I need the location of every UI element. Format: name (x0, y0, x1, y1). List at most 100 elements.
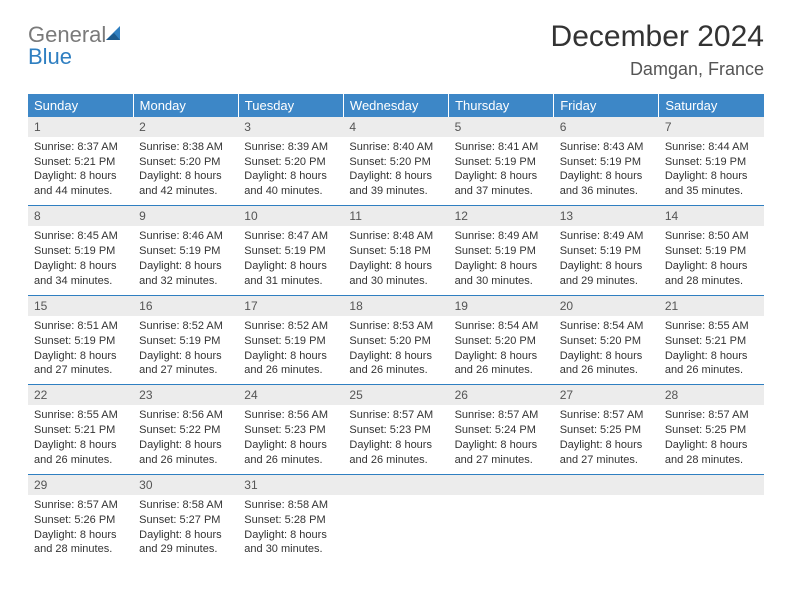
day-content: Sunrise: 8:54 AMSunset: 5:20 PMDaylight:… (554, 316, 659, 384)
calendar-body: 1Sunrise: 8:37 AMSunset: 5:21 PMDaylight… (28, 117, 764, 564)
calendar-page: General Blue December 2024 Damgan, Franc… (0, 0, 792, 583)
day-content: Sunrise: 8:48 AMSunset: 5:18 PMDaylight:… (343, 226, 448, 294)
calendar-week-row: 29Sunrise: 8:57 AMSunset: 5:26 PMDayligh… (28, 474, 764, 563)
daylight-line: Daylight: 8 hours and 32 minutes. (139, 259, 232, 289)
calendar-day-cell: 7Sunrise: 8:44 AMSunset: 5:19 PMDaylight… (659, 117, 764, 206)
day-number: 10 (238, 206, 343, 226)
weekday-header: Thursday (449, 94, 554, 117)
calendar-day-cell: 25Sunrise: 8:57 AMSunset: 5:23 PMDayligh… (343, 385, 448, 475)
sunset-line: Sunset: 5:23 PM (349, 423, 442, 438)
daylight-line: Daylight: 8 hours and 28 minutes. (665, 438, 758, 468)
sunrise-line: Sunrise: 8:54 AM (560, 319, 653, 334)
day-content: Sunrise: 8:47 AMSunset: 5:19 PMDaylight:… (238, 226, 343, 294)
sunset-line: Sunset: 5:19 PM (665, 155, 758, 170)
sunrise-line: Sunrise: 8:50 AM (665, 229, 758, 244)
calendar-day-cell: 19Sunrise: 8:54 AMSunset: 5:20 PMDayligh… (449, 295, 554, 385)
day-number: 26 (449, 385, 554, 405)
day-number: 17 (238, 296, 343, 316)
sunrise-line: Sunrise: 8:44 AM (665, 140, 758, 155)
sunset-line: Sunset: 5:19 PM (244, 334, 337, 349)
daylight-line: Daylight: 8 hours and 40 minutes. (244, 169, 337, 199)
daylight-line: Daylight: 8 hours and 26 minutes. (665, 349, 758, 379)
daylight-line: Daylight: 8 hours and 37 minutes. (455, 169, 548, 199)
sunrise-line: Sunrise: 8:49 AM (455, 229, 548, 244)
daylight-line: Daylight: 8 hours and 27 minutes. (455, 438, 548, 468)
day-number: 23 (133, 385, 238, 405)
day-number: 8 (28, 206, 133, 226)
calendar-day-cell: 11Sunrise: 8:48 AMSunset: 5:18 PMDayligh… (343, 206, 448, 296)
day-content: Sunrise: 8:56 AMSunset: 5:23 PMDaylight:… (238, 405, 343, 473)
calendar-day-cell: 30Sunrise: 8:58 AMSunset: 5:27 PMDayligh… (133, 474, 238, 563)
day-number: 22 (28, 385, 133, 405)
day-content: Sunrise: 8:52 AMSunset: 5:19 PMDaylight:… (238, 316, 343, 384)
day-content: Sunrise: 8:57 AMSunset: 5:25 PMDaylight:… (554, 405, 659, 473)
day-content: Sunrise: 8:50 AMSunset: 5:19 PMDaylight:… (659, 226, 764, 294)
sunset-line: Sunset: 5:27 PM (139, 513, 232, 528)
day-number: 19 (449, 296, 554, 316)
calendar-day-cell: 20Sunrise: 8:54 AMSunset: 5:20 PMDayligh… (554, 295, 659, 385)
sunrise-line: Sunrise: 8:40 AM (349, 140, 442, 155)
daylight-line: Daylight: 8 hours and 27 minutes. (560, 438, 653, 468)
day-number: 29 (28, 475, 133, 495)
calendar-day-cell: 14Sunrise: 8:50 AMSunset: 5:19 PMDayligh… (659, 206, 764, 296)
day-number: 25 (343, 385, 448, 405)
daylight-line: Daylight: 8 hours and 29 minutes. (560, 259, 653, 289)
sunset-line: Sunset: 5:19 PM (34, 334, 127, 349)
day-number: . (343, 475, 448, 495)
calendar-day-cell: 9Sunrise: 8:46 AMSunset: 5:19 PMDaylight… (133, 206, 238, 296)
day-number: 12 (449, 206, 554, 226)
day-content: Sunrise: 8:54 AMSunset: 5:20 PMDaylight:… (449, 316, 554, 384)
day-content: Sunrise: 8:55 AMSunset: 5:21 PMDaylight:… (28, 405, 133, 473)
weekday-header: Tuesday (238, 94, 343, 117)
day-content: Sunrise: 8:38 AMSunset: 5:20 PMDaylight:… (133, 137, 238, 205)
sunrise-line: Sunrise: 8:57 AM (349, 408, 442, 423)
day-content: Sunrise: 8:44 AMSunset: 5:19 PMDaylight:… (659, 137, 764, 205)
calendar-week-row: 15Sunrise: 8:51 AMSunset: 5:19 PMDayligh… (28, 295, 764, 385)
daylight-line: Daylight: 8 hours and 34 minutes. (34, 259, 127, 289)
calendar-day-cell: 27Sunrise: 8:57 AMSunset: 5:25 PMDayligh… (554, 385, 659, 475)
daylight-line: Daylight: 8 hours and 28 minutes. (665, 259, 758, 289)
sunset-line: Sunset: 5:19 PM (560, 244, 653, 259)
day-number: 2 (133, 117, 238, 137)
calendar-day-cell: 26Sunrise: 8:57 AMSunset: 5:24 PMDayligh… (449, 385, 554, 475)
day-number: 15 (28, 296, 133, 316)
sunrise-line: Sunrise: 8:38 AM (139, 140, 232, 155)
calendar-day-cell: 8Sunrise: 8:45 AMSunset: 5:19 PMDaylight… (28, 206, 133, 296)
sunset-line: Sunset: 5:22 PM (139, 423, 232, 438)
day-content: Sunrise: 8:52 AMSunset: 5:19 PMDaylight:… (133, 316, 238, 384)
daylight-line: Daylight: 8 hours and 26 minutes. (560, 349, 653, 379)
daylight-line: Daylight: 8 hours and 26 minutes. (244, 438, 337, 468)
calendar-day-cell: 5Sunrise: 8:41 AMSunset: 5:19 PMDaylight… (449, 117, 554, 206)
day-number: 28 (659, 385, 764, 405)
sunset-line: Sunset: 5:19 PM (34, 244, 127, 259)
sunset-line: Sunset: 5:21 PM (34, 155, 127, 170)
sunset-line: Sunset: 5:20 PM (349, 155, 442, 170)
calendar-day-cell: 2Sunrise: 8:38 AMSunset: 5:20 PMDaylight… (133, 117, 238, 206)
calendar-day-cell: 22Sunrise: 8:55 AMSunset: 5:21 PMDayligh… (28, 385, 133, 475)
sunrise-line: Sunrise: 8:45 AM (34, 229, 127, 244)
day-content: Sunrise: 8:51 AMSunset: 5:19 PMDaylight:… (28, 316, 133, 384)
day-number: 24 (238, 385, 343, 405)
logo-sail-icon (104, 24, 124, 46)
day-number: 4 (343, 117, 448, 137)
sunrise-line: Sunrise: 8:55 AM (34, 408, 127, 423)
logo: General Blue (28, 24, 124, 68)
calendar-day-cell: 3Sunrise: 8:39 AMSunset: 5:20 PMDaylight… (238, 117, 343, 206)
sunset-line: Sunset: 5:19 PM (560, 155, 653, 170)
sunrise-line: Sunrise: 8:58 AM (139, 498, 232, 513)
calendar-day-cell: 29Sunrise: 8:57 AMSunset: 5:26 PMDayligh… (28, 474, 133, 563)
calendar-day-cell: 18Sunrise: 8:53 AMSunset: 5:20 PMDayligh… (343, 295, 448, 385)
sunrise-line: Sunrise: 8:52 AM (244, 319, 337, 334)
day-content: Sunrise: 8:39 AMSunset: 5:20 PMDaylight:… (238, 137, 343, 205)
sunrise-line: Sunrise: 8:56 AM (139, 408, 232, 423)
day-number: 18 (343, 296, 448, 316)
day-number: 21 (659, 296, 764, 316)
sunrise-line: Sunrise: 8:39 AM (244, 140, 337, 155)
sunset-line: Sunset: 5:21 PM (665, 334, 758, 349)
daylight-line: Daylight: 8 hours and 29 minutes. (139, 528, 232, 558)
day-number: . (554, 475, 659, 495)
sunset-line: Sunset: 5:20 PM (560, 334, 653, 349)
sunset-line: Sunset: 5:21 PM (34, 423, 127, 438)
day-content: Sunrise: 8:45 AMSunset: 5:19 PMDaylight:… (28, 226, 133, 294)
calendar-head: SundayMondayTuesdayWednesdayThursdayFrid… (28, 94, 764, 117)
